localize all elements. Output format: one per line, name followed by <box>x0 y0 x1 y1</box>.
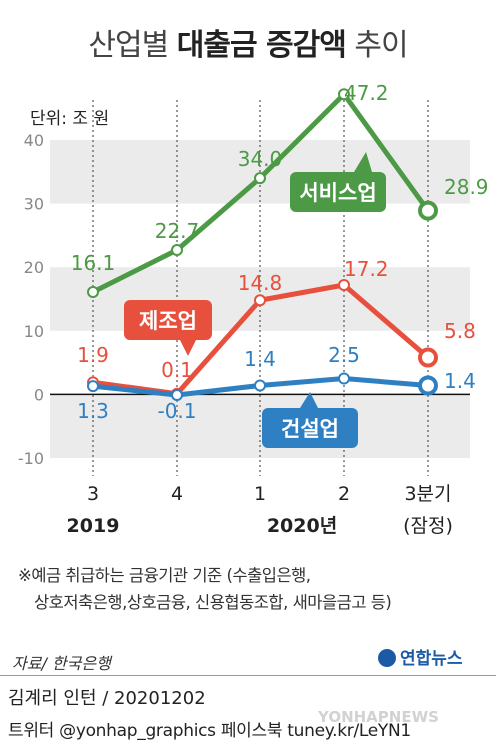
legend-callout-services <box>290 172 386 212</box>
x-tick-label-0: 3 <box>87 483 99 505</box>
point-construction-4 <box>418 375 438 396</box>
sns-links: 트위터 @yonhap_graphics 페이스북 tuney.kr/LeYN1 <box>8 721 411 741</box>
data-label-construction-2: 1.4 <box>244 347 276 371</box>
x-tick-label-4: 3분기 <box>404 483 451 505</box>
data-label-construction-0: 1.3 <box>77 399 109 423</box>
data-label-manufacturing-3: 17.2 <box>344 257 389 281</box>
y-tick-label-2: 20 <box>24 258 44 277</box>
point-manufacturing-3 <box>338 279 350 292</box>
data-label-manufacturing-1: 0.1 <box>161 358 193 382</box>
data-label-manufacturing-4: 5.8 <box>444 319 476 343</box>
point-construction-3 <box>338 372 350 385</box>
x-tick-label-1: 4 <box>171 483 183 505</box>
y-tick-label-4: 0 <box>34 385 44 404</box>
watermark: YONHAPNEWS <box>318 708 439 726</box>
footnote-line-2: 상호저축은행,상호금융, 신용협동조합, 새마을금고 등) <box>34 593 392 612</box>
data-label-construction-4: 1.4 <box>444 369 476 393</box>
data-label-manufacturing-0: 1.9 <box>77 343 109 367</box>
chart-title: 산업별 대출금 증감액 추이 <box>88 28 408 63</box>
data-label-services-1: 22.7 <box>155 219 200 243</box>
point-manufacturing-4 <box>418 347 438 368</box>
source-text: 자료/ 한국은행 <box>12 654 111 673</box>
y-tick-label-0: 40 <box>24 131 44 150</box>
legend-label-manufacturing: 제조업 <box>139 309 197 333</box>
data-label-services-4: 28.9 <box>444 175 489 199</box>
x-tick-label-3: 2 <box>338 483 350 505</box>
legend-label-services: 서비스업 <box>299 181 376 205</box>
point-services-0 <box>87 286 99 299</box>
data-label-services-2: 34.0 <box>238 147 283 171</box>
point-services-3 <box>338 88 350 101</box>
footnote-line-1: ※예금 취급하는 금융기관 기준 (수출입은행, <box>18 566 311 585</box>
legend-label-construction: 건설업 <box>281 417 339 441</box>
line-chart: 40 30 20 10 0 -10 3 4 1 2 3분기 2019 2020년 (잠정) 16.1 22.7… <box>18 81 489 537</box>
x-sublabel-year-2020: 2020년 <box>267 515 337 537</box>
y-tick-label-5: -10 <box>18 449 44 468</box>
point-construction-0 <box>87 380 99 393</box>
data-label-construction-1: -0.1 <box>157 399 196 423</box>
point-manufacturing-2 <box>254 294 266 307</box>
legend-callout-tip-manufacturing <box>180 340 196 356</box>
x-sublabel-provisional: (잠정) <box>403 515 453 537</box>
yonhap-logo: 연합뉴스 <box>378 644 463 669</box>
x-sublabel-year-2019: 2019 <box>67 515 120 537</box>
point-construction-1 <box>171 389 183 402</box>
logo-icon <box>378 649 396 667</box>
byline: 김계리 인턴 / 20201202 <box>8 688 206 709</box>
y-tick-label-3: 10 <box>24 322 44 341</box>
x-tick-label-2: 1 <box>254 483 266 505</box>
legend-callout-construction <box>262 408 358 448</box>
data-label-construction-3: 2.5 <box>328 343 360 367</box>
point-services-2 <box>254 172 266 185</box>
y-tick-label-1: 30 <box>24 195 44 214</box>
data-label-manufacturing-2: 14.8 <box>238 271 283 295</box>
divider <box>0 675 496 676</box>
legend-callout-tip-construction <box>300 392 318 408</box>
point-services-4 <box>418 200 438 221</box>
footnote: ※예금 취급하는 금융기관 기준 (수출입은행, 상호저축은행,상호금융, 신용… <box>18 562 392 616</box>
legend-callout-manufacturing <box>124 300 212 340</box>
point-services-1 <box>171 244 183 257</box>
data-label-services-3: 47.2 <box>344 81 389 105</box>
point-construction-2 <box>254 379 266 392</box>
legend-callout-tip-services <box>354 152 372 172</box>
unit-label: 단위: 조 원 <box>30 109 110 129</box>
data-label-services-0: 16.1 <box>71 251 116 275</box>
